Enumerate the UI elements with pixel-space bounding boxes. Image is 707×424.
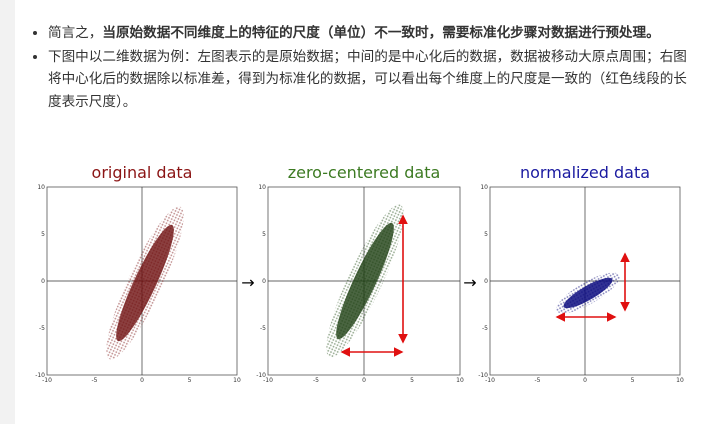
- y-tick-label: 0: [262, 278, 266, 285]
- y-tick-label: 10: [480, 184, 488, 191]
- x-tick-label: -5: [92, 377, 98, 384]
- panel-arrow: →: [241, 273, 254, 292]
- y-tick-label: -10: [256, 372, 266, 379]
- y-tick-label: -5: [260, 325, 266, 332]
- y-tick-label: 0: [484, 278, 488, 285]
- y-tick-label: 5: [262, 231, 266, 238]
- bullet: 下图中以二维数据为例：左图表示的是原始数据；中间的是中心化后的数据，数据被移动大…: [48, 46, 698, 114]
- side-strip: [0, 0, 15, 424]
- y-tick-label: -10: [478, 372, 488, 379]
- x-tick-label: 5: [188, 377, 192, 384]
- y-tick-label: 0: [41, 278, 45, 285]
- panel-title: original data: [92, 163, 193, 182]
- bullet: 简言之，当原始数据不同维度上的特征的尺度（单位）不一致时，需要标准化步骤对数据进…: [48, 22, 698, 45]
- x-tick-label: -10: [263, 377, 273, 384]
- point-cloud: [106, 204, 620, 360]
- text-segment: 简言之，: [48, 25, 103, 41]
- panel-title: normalized data: [520, 163, 650, 182]
- y-tick-label: -5: [482, 325, 488, 332]
- y-tick-label: 10: [37, 184, 45, 191]
- x-tick-label: 10: [233, 377, 241, 384]
- x-tick-label: 10: [676, 377, 684, 384]
- text-segment: 下图中以二维数据为例：左图表示的是原始数据；中间的是中心化后的数据，数据被移动大…: [48, 48, 687, 110]
- x-tick-label: 0: [140, 377, 144, 384]
- y-tick-label: 5: [484, 231, 488, 238]
- text-segment: 当原始数据不同维度上的特征的尺度（单位）不一致时，需要标准化步骤对数据进行预处理…: [102, 25, 660, 41]
- x-tick-label: -10: [42, 377, 52, 384]
- bullet-list: 简言之，当原始数据不同维度上的特征的尺度（单位）不一致时，需要标准化步骤对数据进…: [30, 22, 698, 114]
- y-tick-label: -10: [35, 372, 45, 379]
- x-tick-label: 5: [410, 377, 414, 384]
- x-tick-label: 0: [362, 377, 366, 384]
- y-tick-label: 10: [258, 184, 266, 191]
- x-tick-label: 5: [631, 377, 635, 384]
- panel-title: zero-centered data: [288, 163, 441, 182]
- panel-arrow: →: [463, 273, 476, 292]
- x-tick-label: 10: [456, 377, 464, 384]
- scale-arrows: [340, 214, 630, 357]
- y-tick-label: -5: [39, 325, 45, 332]
- x-tick-label: -5: [535, 377, 541, 384]
- y-tick-label: 5: [41, 231, 45, 238]
- x-tick-label: -10: [485, 377, 495, 384]
- x-tick-label: -5: [313, 377, 319, 384]
- x-tick-label: 0: [583, 377, 587, 384]
